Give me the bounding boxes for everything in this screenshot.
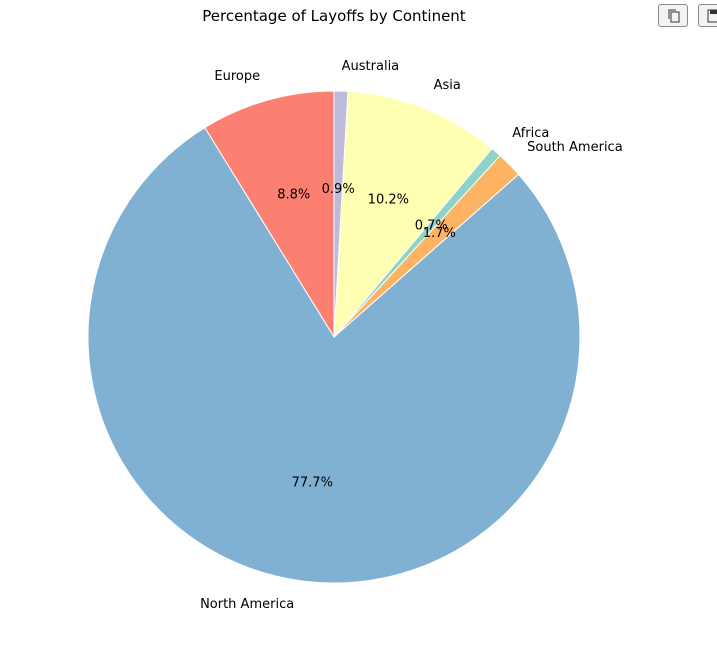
slice-percent-north-america: 77.7% [292, 475, 333, 490]
save-button[interactable] [698, 4, 717, 27]
slice-percent-south-america: 1.7% [423, 226, 456, 241]
slice-label-north-america: North America [200, 597, 294, 612]
save-icon [707, 9, 717, 23]
slice-label-australia: Australia [342, 59, 400, 74]
pie-slice-asia [333, 90, 493, 339]
pie-slice-europe [204, 90, 335, 339]
chart-title: Percentage of Layoffs by Continent [202, 7, 466, 25]
slice-percent-europe: 8.8% [277, 188, 310, 203]
pie-slice-north-america [87, 126, 581, 584]
slice-percent-asia: 10.2% [368, 192, 409, 207]
slice-label-africa: Africa [512, 126, 549, 141]
pie-slice-australia [333, 90, 349, 338]
copy-icon [668, 9, 680, 23]
copy-button[interactable] [658, 4, 688, 27]
slice-percent-africa: 0.7% [415, 218, 448, 233]
slice-label-asia: Asia [434, 78, 461, 93]
slice-percent-australia: 0.9% [322, 182, 355, 197]
slice-label-south-america: South America [527, 140, 623, 155]
slice-label-europe: Europe [214, 69, 260, 84]
